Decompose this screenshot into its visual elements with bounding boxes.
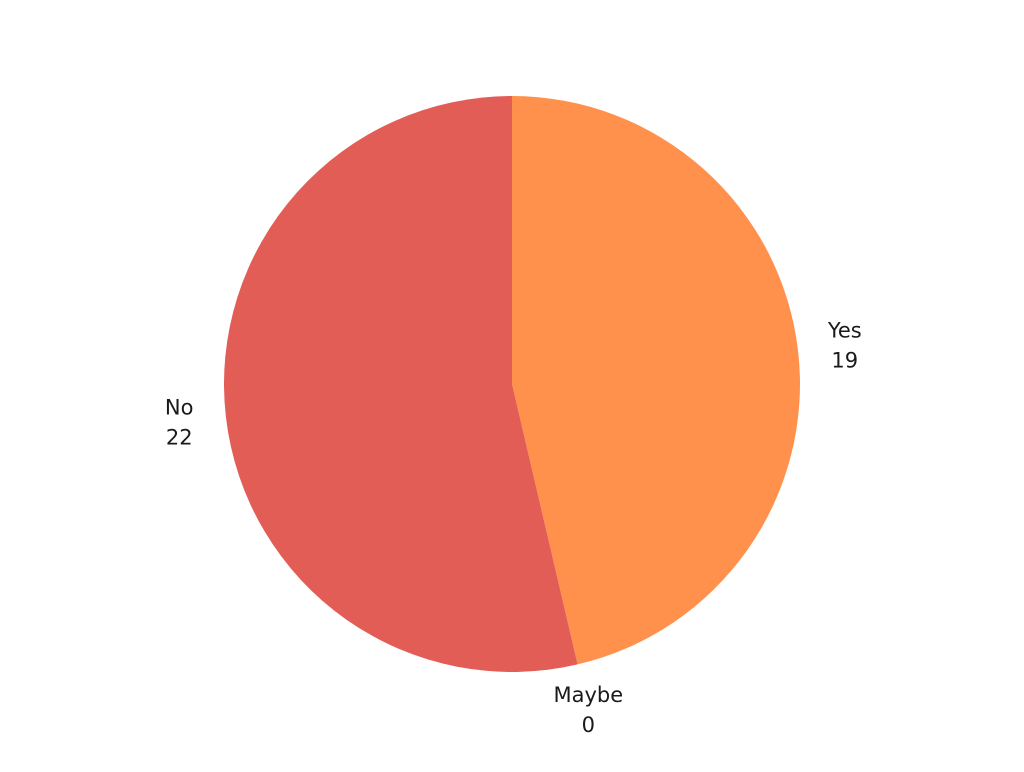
pie-value-yes: 19: [831, 349, 858, 373]
pie-label-no: No: [165, 395, 194, 419]
pie-value-no: 22: [166, 425, 193, 449]
pie-label-yes: Yes: [827, 319, 862, 343]
pie-labels: Yes 19 Maybe 0 No 22: [165, 319, 862, 738]
pie-slice-no: [223, 96, 578, 672]
pie-slices: [223, 96, 800, 672]
pie-slice-yes: [512, 96, 800, 665]
pie-value-maybe: 0: [582, 713, 595, 737]
pie-label-maybe: Maybe: [553, 683, 623, 707]
